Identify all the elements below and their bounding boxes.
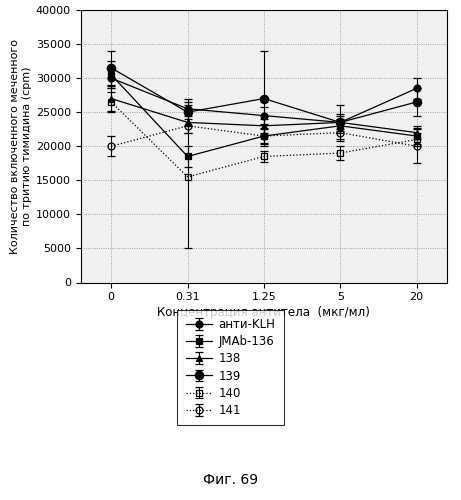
Text: Фиг. 69: Фиг. 69 <box>203 474 258 488</box>
Y-axis label: Количество включенного меченного
по тритию тимидина (срm): Количество включенного меченного по трит… <box>10 39 32 254</box>
X-axis label: Концентрация антитела  (мкг/мл): Концентрация антитела (мкг/мл) <box>158 306 370 320</box>
Legend: анти-KLH, JMAb-136, 138, 139, 140, 141: анти-KLH, JMAb-136, 138, 139, 140, 141 <box>177 310 284 425</box>
